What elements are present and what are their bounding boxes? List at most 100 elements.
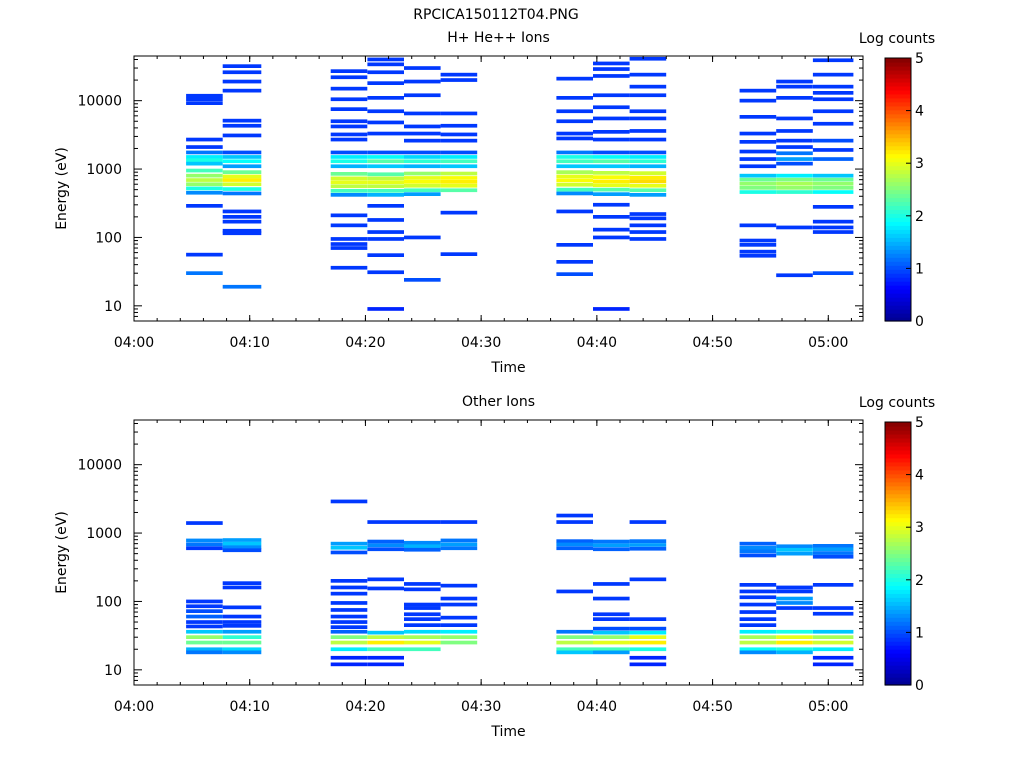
heatmap-cell (330, 180, 368, 185)
y-axis-label: Energy (eV) (54, 147, 70, 230)
colorbar-segment (885, 173, 911, 179)
heatmap-cell (556, 182, 593, 187)
x-tick-label: 04:20 (345, 335, 385, 351)
heatmap-cell (222, 538, 262, 542)
heatmap-cell (812, 186, 854, 190)
heatmap-cell (593, 67, 630, 71)
heatmap-cell (593, 105, 630, 110)
heatmap-cell (404, 159, 441, 164)
heatmap-cell (739, 177, 777, 182)
colorbar-segment (885, 509, 911, 515)
heatmap-cell (739, 650, 777, 655)
colorbar-tick-label: 4 (915, 468, 924, 484)
heatmap-cell (776, 190, 813, 194)
colorbar-frame (884, 421, 912, 686)
colorbar-tick-label: 3 (915, 156, 924, 172)
heatmap-cell (776, 79, 813, 84)
heatmap-cell (739, 131, 777, 136)
heatmap-cell (404, 520, 441, 524)
heatmap-cell (776, 629, 813, 634)
colorbar-segment (885, 597, 911, 602)
heatmap-cell (556, 546, 593, 551)
heatmap-cell (404, 183, 441, 188)
heatmap-cell (222, 159, 262, 164)
heatmap-cell (330, 176, 368, 181)
heatmap-cell (556, 119, 593, 124)
heatmap-cell (556, 629, 593, 634)
heatmap-cell (593, 612, 630, 617)
heatmap-cell (404, 540, 441, 545)
heatmap-cell (440, 183, 478, 188)
heatmap-cell (404, 131, 441, 136)
heatmap-cell (739, 647, 777, 652)
heatmap-cell (186, 182, 223, 187)
heatmap-cell (629, 626, 667, 631)
heatmap-cell (222, 133, 262, 138)
heatmap-cell (222, 640, 262, 645)
colorbar-segment (885, 553, 911, 559)
heatmap-cell (593, 187, 630, 192)
heatmap-cell (776, 173, 813, 178)
heatmap-cell (186, 173, 223, 178)
heatmap-cell (222, 219, 262, 224)
heatmap-cell (404, 235, 441, 240)
heatmap-cell (367, 543, 404, 548)
heatmap-cell (404, 150, 441, 155)
heatmap-cell (593, 130, 630, 134)
heatmap-cell (556, 187, 593, 192)
heatmap-cell (739, 173, 777, 178)
heatmap-cell (330, 614, 368, 619)
y-tick-label: 10000 (77, 94, 122, 110)
heatmap-cell (186, 101, 223, 105)
heatmap-cell (404, 547, 441, 552)
x-tick-label: 04:20 (345, 699, 385, 715)
heatmap-cell (776, 186, 813, 190)
heatmap-cell (739, 549, 777, 554)
heatmap-cell (440, 629, 478, 634)
heatmap-cell (739, 149, 777, 154)
heatmap-cell (776, 145, 813, 149)
heatmap-cell (739, 610, 777, 614)
colorbar-segment (885, 233, 911, 238)
x-axis-label: Time (490, 724, 525, 740)
heatmap-cell (556, 136, 593, 141)
colorbar-label: Log counts (859, 31, 935, 47)
colorbar-segment (885, 569, 911, 575)
heatmap-cell (812, 544, 854, 548)
heatmap-cell (404, 278, 441, 282)
heatmap-cell (556, 76, 593, 81)
colorbar-segment (885, 113, 911, 119)
colorbar-frame (884, 57, 912, 322)
colorbar-segment (885, 485, 911, 491)
heatmap-cell (776, 596, 813, 601)
heatmap-cell (330, 75, 368, 80)
heatmap-cell (330, 647, 368, 652)
heatmap-cell (367, 155, 404, 159)
colorbar-segment (885, 637, 911, 642)
heatmap-cell (812, 181, 854, 186)
heatmap-cell (440, 538, 478, 543)
heatmap-cell (593, 617, 630, 621)
heatmap-cell (186, 604, 223, 609)
heatmap-cell (629, 155, 667, 159)
heatmap-cell (186, 252, 223, 257)
colorbar-segment (885, 289, 911, 294)
colorbar-segment (885, 605, 911, 610)
colorbar: 0 1 2 3 4 5 Log counts (859, 395, 935, 694)
colorbar-segment (885, 505, 911, 511)
y-tick-label: 10 (104, 299, 122, 315)
heatmap-cell (629, 137, 667, 142)
y-tick-label: 10 (104, 663, 122, 679)
colorbar-segment (885, 581, 911, 586)
colorbar-segment (885, 565, 911, 571)
heatmap-cell (330, 601, 368, 605)
colorbar-segment (885, 577, 911, 582)
heatmap-cell (739, 617, 777, 621)
heatmap-cell (222, 209, 262, 214)
heatmap-cell (556, 260, 593, 264)
heatmap-cell (776, 225, 813, 230)
heatmap-cell (222, 187, 262, 191)
heatmap-cell (404, 582, 441, 586)
heatmap-cell (629, 159, 667, 164)
